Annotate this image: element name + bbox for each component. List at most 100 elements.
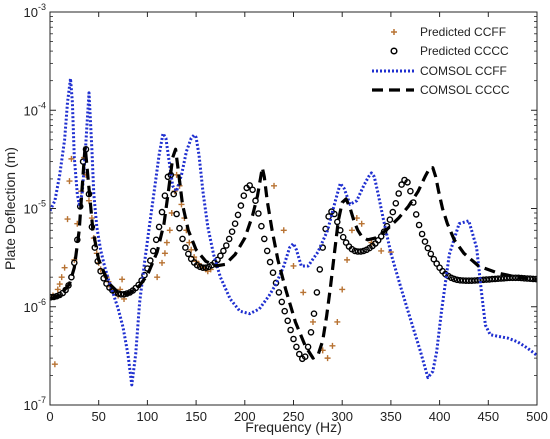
data-point xyxy=(146,257,154,264)
data-point xyxy=(51,361,58,368)
data-point xyxy=(271,182,278,189)
series-comsol-ccff xyxy=(50,77,537,387)
plot-series-layer xyxy=(50,77,537,387)
data-point xyxy=(468,277,476,285)
data-point xyxy=(404,178,411,186)
data-point xyxy=(329,342,336,349)
data-point xyxy=(202,264,210,272)
data-point xyxy=(290,335,297,343)
data-point xyxy=(225,235,233,243)
data-point xyxy=(58,274,65,281)
data-point xyxy=(344,256,351,263)
series-line xyxy=(50,144,537,360)
data-point xyxy=(295,350,303,358)
data-point xyxy=(339,233,347,241)
data-point xyxy=(66,178,73,185)
data-point xyxy=(532,275,537,283)
data-point xyxy=(188,246,195,253)
x-tick-label: 50 xyxy=(91,409,105,424)
data-point xyxy=(56,281,63,288)
data-point xyxy=(465,277,473,285)
data-point xyxy=(237,202,245,209)
data-point xyxy=(333,218,341,226)
data-point xyxy=(176,224,183,232)
data-point xyxy=(141,271,148,279)
data-point xyxy=(304,343,312,351)
legend-label: Predicted CCCC xyxy=(420,44,509,58)
data-point xyxy=(453,276,461,284)
data-point xyxy=(61,264,68,271)
data-point xyxy=(316,266,324,273)
data-point xyxy=(280,227,287,234)
data-point xyxy=(395,190,403,197)
x-tick-label: 250 xyxy=(283,409,305,424)
data-point xyxy=(152,236,160,244)
data-point xyxy=(278,298,286,306)
data-point xyxy=(281,307,289,315)
data-point xyxy=(255,210,262,217)
data-point xyxy=(54,286,61,293)
y-axis-ticks: 10-7 10-6 10-5 10-4 10-3 xyxy=(24,2,537,413)
data-point xyxy=(360,247,367,255)
data-point xyxy=(424,244,432,252)
legend-item: COMSOL CCCC xyxy=(372,83,510,97)
data-point xyxy=(421,238,429,245)
data-point xyxy=(217,252,224,260)
data-point xyxy=(154,274,161,281)
data-point xyxy=(378,247,385,254)
series-line xyxy=(50,77,537,387)
x-tick-label: 200 xyxy=(234,409,256,424)
x-axis-label: Frequency (Hz) xyxy=(245,419,341,435)
data-point xyxy=(161,250,168,257)
y-tick-label: 10-4 xyxy=(24,100,46,118)
data-point xyxy=(182,244,189,251)
data-point xyxy=(307,328,315,336)
legend-item: COMSOL CCFF xyxy=(372,64,507,78)
data-point xyxy=(234,211,242,219)
data-point xyxy=(178,201,185,208)
y-tick-label: 10-6 xyxy=(24,297,46,315)
data-point xyxy=(313,289,321,296)
legend: Predicted CCFF Predicted CCCC COMSOL CCFF C… xyxy=(366,20,534,98)
series-predicted-ccff xyxy=(50,154,394,368)
data-point xyxy=(149,247,157,255)
data-point xyxy=(331,210,338,218)
data-point xyxy=(119,276,126,283)
data-point xyxy=(173,210,180,218)
data-point xyxy=(491,275,499,283)
data-point xyxy=(240,192,248,199)
data-point xyxy=(284,317,292,325)
data-point xyxy=(319,244,327,251)
legend-label: COMSOL CCFF xyxy=(420,64,507,78)
data-point xyxy=(407,187,414,195)
data-point xyxy=(260,235,268,243)
data-point xyxy=(158,208,166,216)
data-point xyxy=(509,274,516,282)
data-point xyxy=(163,239,170,246)
data-point xyxy=(290,262,297,269)
data-point xyxy=(392,199,400,207)
y-tick-label: 10-5 xyxy=(24,199,46,217)
data-point xyxy=(166,227,173,234)
x-tick-label: 300 xyxy=(331,409,353,424)
data-point xyxy=(300,289,307,296)
x-axis-ticks: 0 50 100 150 200 250 300 350 400 450 500 xyxy=(46,12,548,424)
data-point xyxy=(246,182,253,189)
series-predicted-cccc xyxy=(50,145,537,363)
legend-item: Predicted CCFF xyxy=(391,25,506,39)
data-point xyxy=(228,228,236,235)
data-point xyxy=(179,235,186,243)
data-point xyxy=(85,197,92,204)
data-point xyxy=(412,211,420,218)
data-point xyxy=(269,269,277,277)
data-point xyxy=(386,216,394,223)
data-point xyxy=(353,215,360,222)
data-point xyxy=(480,276,487,284)
x-tick-label: 450 xyxy=(477,409,499,424)
data-point xyxy=(427,250,435,258)
data-point xyxy=(186,239,193,246)
data-point xyxy=(334,318,341,325)
data-point xyxy=(220,247,227,255)
legend-item: Predicted CCCC xyxy=(390,44,509,58)
